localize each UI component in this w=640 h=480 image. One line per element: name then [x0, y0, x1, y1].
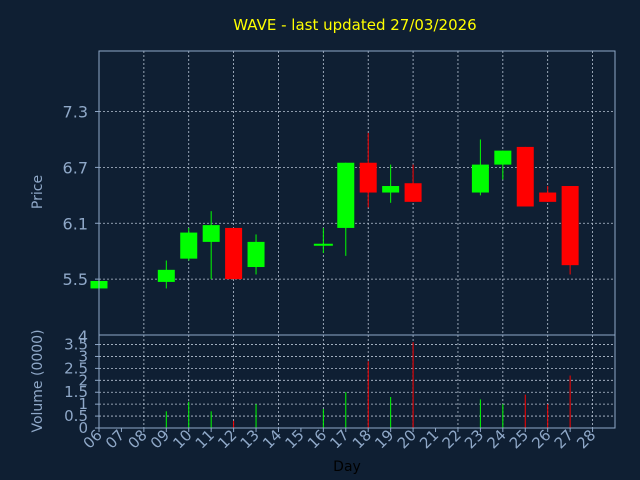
price-y-tick-label: 7.3	[63, 103, 88, 122]
price-y-bottom-label: 4	[78, 327, 88, 346]
price-axis-label: Price	[30, 175, 46, 209]
chart-title: WAVE - last updated 27/03/2026	[233, 16, 476, 34]
candle-body-23	[471, 164, 489, 193]
candle-body-17	[337, 162, 355, 228]
candle-body-27	[561, 186, 579, 266]
x-axis-ticks: 0607080910111213141516171819202122232425…	[80, 426, 600, 452]
volume-y-tick-label: 0	[78, 419, 88, 437]
volume-y-tick-label: 0.5	[64, 407, 88, 425]
volume-y-ticks: 00.511.522.533.5	[64, 336, 99, 437]
candle-body-09	[157, 269, 175, 282]
candle-body-12	[225, 227, 243, 280]
candle-body-16	[313, 243, 333, 246]
candle-body-13	[247, 241, 265, 268]
candle-body-25	[516, 146, 534, 207]
candle-body-18	[359, 162, 377, 193]
volume-axis-label: Volume (0000)	[30, 329, 46, 432]
price-y-tick-label: 5.5	[63, 270, 88, 289]
volume-y-tick-label: 3	[78, 347, 88, 365]
volume-y-tick-label: 3.5	[64, 336, 88, 354]
volume-y-tick-label: 2	[78, 371, 88, 389]
volume-y-tick-label: 2.5	[64, 359, 88, 377]
candle-body-19	[382, 186, 400, 193]
candle-body-26	[539, 192, 557, 202]
price-y-tick-label: 6.7	[63, 158, 88, 177]
volume-bars	[165, 342, 571, 428]
candle-body-11	[202, 225, 220, 242]
price-y-ticks: 5.5 6.1 6.7 7.3 4	[63, 103, 99, 346]
candle-body-20	[404, 183, 422, 202]
volume-y-tick-label: 1.5	[64, 383, 88, 401]
x-axis-label: Day	[333, 459, 361, 475]
volume-y-tick-label: 1	[78, 395, 88, 413]
price-y-tick-label: 6.1	[63, 214, 88, 233]
volume-panel-frame	[98, 334, 616, 429]
candle-body-10	[180, 232, 198, 259]
candle-body-24	[494, 150, 512, 165]
